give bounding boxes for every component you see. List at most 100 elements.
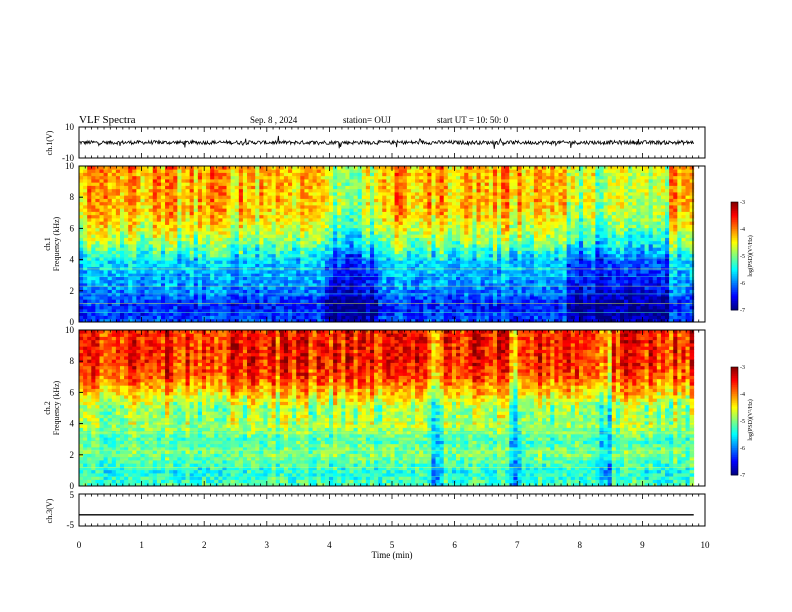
spec1-cell bbox=[230, 182, 236, 186]
spec1-cell bbox=[423, 299, 428, 303]
spec1-cell bbox=[406, 263, 412, 268]
spec1-cell bbox=[451, 302, 457, 307]
spec1-cell bbox=[247, 318, 252, 323]
spec1-cell bbox=[259, 250, 264, 255]
spec1-cell bbox=[271, 302, 277, 307]
spec1-cell bbox=[177, 286, 182, 290]
spec1-cell bbox=[177, 211, 182, 216]
spec1-cell bbox=[304, 214, 309, 219]
spec1-cell bbox=[177, 234, 182, 238]
spec1-cell bbox=[484, 218, 490, 222]
spec1-cell bbox=[152, 234, 158, 238]
spec1-cell bbox=[447, 289, 453, 294]
spec1-cell bbox=[324, 270, 330, 274]
spec1-cell bbox=[91, 195, 96, 199]
spec1-cell bbox=[115, 244, 121, 248]
spec1-cell bbox=[83, 224, 88, 229]
spec1-cell bbox=[374, 231, 379, 235]
spec1-cell bbox=[136, 205, 141, 209]
spec1-cell bbox=[185, 205, 191, 209]
spec1-cell bbox=[451, 221, 457, 225]
spec1-cell bbox=[230, 166, 236, 170]
spec1-cell bbox=[177, 169, 182, 173]
spec1-cell bbox=[292, 270, 297, 274]
spec1-cell bbox=[214, 234, 219, 238]
spec1-cell bbox=[234, 237, 240, 242]
spec1-cell bbox=[99, 292, 104, 297]
spec1-cell bbox=[271, 315, 277, 320]
spec1-cell bbox=[119, 208, 125, 212]
spec1-cell bbox=[415, 185, 420, 190]
spec1-cell bbox=[402, 169, 408, 173]
spec1-cell bbox=[484, 214, 490, 219]
spec1-cell bbox=[451, 247, 457, 251]
spec1-cell bbox=[394, 318, 400, 323]
spec1-cell bbox=[345, 263, 350, 268]
spec1-cell bbox=[374, 227, 379, 232]
spec1-cell bbox=[279, 286, 285, 290]
spec1-cell bbox=[124, 250, 129, 255]
spec1-cell bbox=[230, 253, 236, 258]
spec1-cell bbox=[410, 250, 416, 255]
spec1-cell bbox=[201, 289, 207, 294]
spec1-cell bbox=[333, 312, 338, 316]
spec1-cell bbox=[279, 283, 285, 287]
spec1-cell bbox=[173, 292, 178, 297]
spec1-cell bbox=[99, 286, 104, 290]
spec1-cell bbox=[402, 211, 408, 216]
spec1-cell bbox=[99, 250, 104, 255]
spec1-cell bbox=[382, 172, 387, 177]
spec1-cell bbox=[201, 188, 207, 193]
spec1-cell bbox=[419, 227, 424, 232]
spec1-cell bbox=[91, 166, 96, 170]
spec1-cell bbox=[427, 182, 432, 186]
spec1-cell bbox=[197, 221, 203, 225]
spec1-cell bbox=[279, 240, 285, 245]
spec1-cell bbox=[439, 201, 445, 206]
spec1-cell bbox=[238, 299, 244, 303]
spec1-cell bbox=[288, 188, 293, 193]
spec1-cell bbox=[484, 179, 490, 183]
spec1-cell bbox=[460, 208, 465, 212]
spec1-cell bbox=[349, 286, 354, 290]
spec1-cell bbox=[165, 169, 170, 173]
spec1-cell bbox=[308, 273, 313, 277]
spec1-cell bbox=[238, 305, 244, 310]
spec1-cell bbox=[451, 179, 457, 183]
spec1-cell bbox=[214, 279, 219, 284]
spec1-cell bbox=[115, 166, 121, 170]
spec1-cell bbox=[431, 302, 436, 307]
spec1-cell bbox=[255, 234, 260, 238]
spec1-cell bbox=[357, 208, 363, 212]
spec1-cell bbox=[144, 305, 150, 310]
spec1-cell bbox=[480, 299, 486, 303]
spec1-cell bbox=[136, 305, 141, 310]
spec1-cell bbox=[169, 273, 174, 277]
spec1-cell bbox=[296, 172, 301, 177]
spec1-cell bbox=[484, 205, 490, 209]
spec1-cell bbox=[283, 198, 289, 203]
spec1-cell bbox=[337, 253, 342, 258]
spec1-cell bbox=[472, 208, 477, 212]
spec1-cell bbox=[169, 169, 174, 173]
spec1-cell bbox=[378, 240, 383, 245]
spec1-cell bbox=[189, 175, 195, 180]
spec1-cell bbox=[275, 276, 281, 281]
spec1-cell bbox=[427, 224, 432, 229]
spec1-cell bbox=[435, 218, 441, 222]
spec1-cell bbox=[283, 218, 289, 222]
spec1-cell bbox=[238, 276, 244, 281]
spec1-cell bbox=[460, 289, 465, 294]
spec1-cell bbox=[144, 237, 150, 242]
spec1-cell bbox=[238, 218, 244, 222]
spec1-cell bbox=[83, 175, 88, 180]
spec1-cell bbox=[226, 250, 232, 255]
spec1-cell bbox=[152, 315, 158, 320]
spec1-cell bbox=[242, 276, 248, 281]
spec1-cell bbox=[361, 279, 367, 284]
spec1-cell bbox=[460, 172, 465, 177]
spec1-cell bbox=[128, 224, 133, 229]
spec1-cell bbox=[406, 253, 412, 258]
spec1-cell bbox=[492, 318, 498, 323]
spec1-cell bbox=[177, 182, 182, 186]
